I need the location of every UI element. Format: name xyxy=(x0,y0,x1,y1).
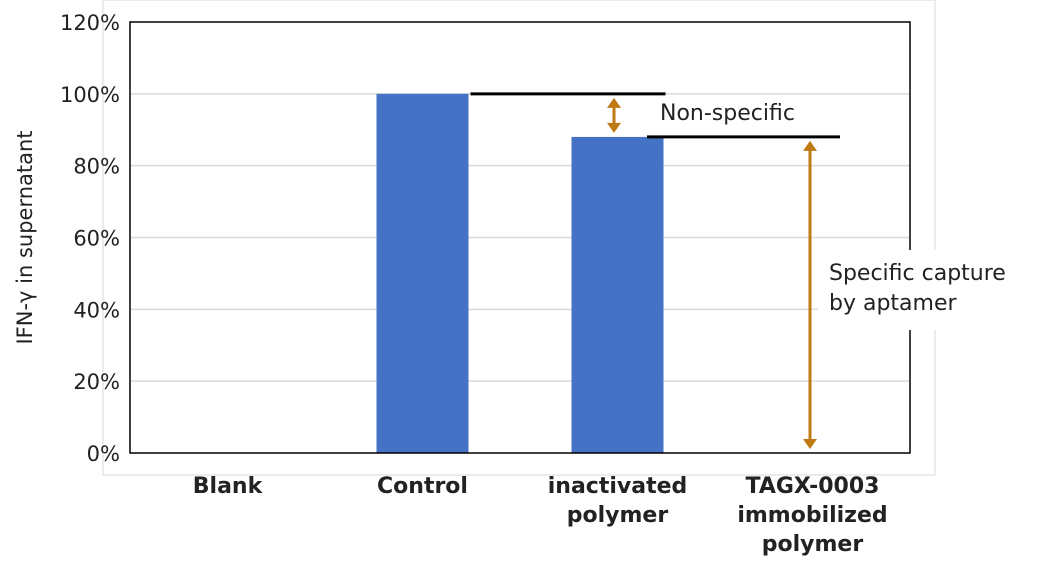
annotations: Non-specific Specific capture by aptamer xyxy=(470,92,1051,449)
x-axis-categories: Blank Control inactivated polymer TAGX-0003 i… xyxy=(193,474,888,557)
x-category-label: inactivated polymer xyxy=(548,474,688,528)
y-axis-ticks: 0% 20% 40% 60% 80% 100% 120% xyxy=(60,11,120,466)
y-tick-label: 60% xyxy=(73,227,120,251)
y-tick-label: 80% xyxy=(73,155,120,179)
nonspecific-arrow xyxy=(607,97,621,133)
y-tick-label: 0% xyxy=(87,442,120,466)
x-category-label: Blank xyxy=(193,474,264,499)
bar xyxy=(571,136,664,453)
y-tick-label: 120% xyxy=(60,11,120,35)
y-tick-label: 20% xyxy=(73,370,120,394)
bar xyxy=(376,93,469,453)
nonspecific-label: Non-specific xyxy=(660,101,795,126)
y-axis-label: IFN-γ in supernatant xyxy=(13,130,37,344)
y-tick-label: 40% xyxy=(73,298,120,322)
specific-label-box xyxy=(818,250,1051,330)
x-category-label: TAGX-0003 immobilized polymer xyxy=(737,474,887,557)
specific-label: Specific capture by aptamer xyxy=(829,261,1006,316)
x-category-label: Control xyxy=(377,474,468,499)
y-tick-label: 100% xyxy=(60,83,120,107)
chart-frame xyxy=(102,0,936,476)
specific-capture-arrow xyxy=(803,140,817,449)
bars xyxy=(376,93,664,453)
plot-area-border xyxy=(129,21,911,454)
